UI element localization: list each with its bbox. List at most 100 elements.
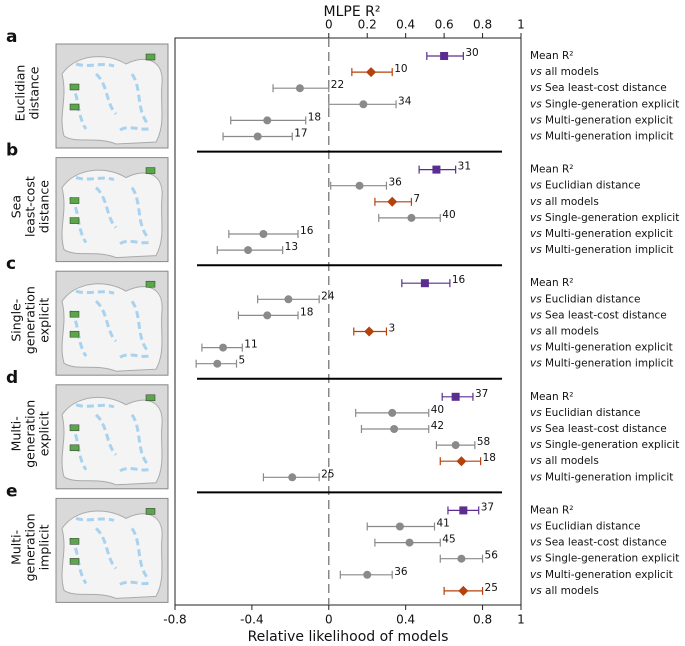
row-label-prefix: vs bbox=[530, 521, 542, 533]
map-river bbox=[75, 62, 115, 68]
x2-tick-label: 0.4 bbox=[396, 18, 415, 32]
map-river bbox=[119, 126, 153, 132]
map-river bbox=[130, 186, 150, 239]
map-land bbox=[61, 510, 163, 599]
row-label-prefix: vs bbox=[530, 131, 542, 143]
point-marker bbox=[213, 359, 222, 368]
count-label: 5 bbox=[239, 355, 246, 367]
point-marker bbox=[359, 100, 368, 109]
map-thumbnail bbox=[55, 270, 169, 376]
row-label-text: all models bbox=[545, 326, 599, 338]
x-tick-label: 0.8 bbox=[473, 613, 492, 627]
panel-name: distance bbox=[37, 180, 52, 233]
map-river bbox=[75, 403, 115, 409]
row-label-text: Sea least-cost distance bbox=[545, 537, 667, 549]
map-river bbox=[119, 353, 153, 359]
point-marker bbox=[390, 425, 399, 433]
count-label: 16 bbox=[300, 225, 314, 237]
panel-letter: d bbox=[6, 368, 18, 388]
row-label-prefix: vs bbox=[530, 358, 542, 370]
row-label-text: all models bbox=[545, 455, 599, 467]
x-tick-label: -0.4 bbox=[240, 613, 263, 627]
point-marker bbox=[405, 538, 414, 547]
row-label-text: Multi-generation explicit bbox=[545, 114, 673, 126]
x2-tick-label: 0.6 bbox=[435, 18, 454, 32]
count-label: 7 bbox=[413, 193, 420, 205]
count-label: 18 bbox=[308, 111, 321, 123]
count-label: 34 bbox=[398, 95, 412, 107]
map-river bbox=[130, 73, 150, 125]
row-label-prefix: vs bbox=[530, 293, 542, 305]
map-land bbox=[61, 283, 163, 372]
diamond-marker bbox=[364, 326, 375, 337]
point-marker bbox=[263, 116, 272, 125]
bottom-axis-title: Relative likelihood of models bbox=[248, 629, 449, 645]
row-label: vs Sea least-cost distance bbox=[530, 309, 667, 321]
row-label: vs Euclidian distance bbox=[530, 521, 640, 533]
row-label: vs all models bbox=[530, 196, 599, 208]
panel-name: explicit bbox=[37, 298, 52, 343]
row-label-text: Multi-generation implicit bbox=[545, 244, 673, 256]
count-label: 11 bbox=[244, 339, 257, 351]
row-label-text: all models bbox=[545, 66, 599, 78]
point-marker bbox=[284, 295, 293, 304]
row-label-prefix: vs bbox=[530, 553, 542, 565]
count-label: 37 bbox=[481, 501, 494, 513]
count-label: 18 bbox=[300, 306, 313, 318]
row-label-prefix: vs bbox=[530, 569, 542, 581]
map-thumbnail bbox=[55, 157, 169, 263]
map-river bbox=[119, 239, 153, 245]
count-label: 22 bbox=[331, 79, 344, 91]
point-marker bbox=[244, 246, 253, 255]
map-river bbox=[75, 289, 115, 295]
row-label: Mean R² bbox=[530, 277, 573, 289]
row-label-prefix: vs bbox=[530, 180, 542, 192]
row-label-prefix: vs bbox=[530, 82, 542, 94]
point-marker bbox=[451, 441, 460, 450]
count-label: 18 bbox=[483, 452, 496, 464]
diamond-marker bbox=[387, 196, 398, 207]
panel-name: generation bbox=[23, 400, 38, 468]
x-tick-label: -0.8 bbox=[163, 613, 186, 627]
count-label: 30 bbox=[465, 47, 478, 59]
row-label-text: Euclidian distance bbox=[545, 293, 640, 305]
count-label: 40 bbox=[431, 404, 444, 416]
row-label: vs Multi-generation explicit bbox=[530, 569, 673, 581]
panel-name: Multi- bbox=[9, 416, 24, 451]
panel-name: explicit bbox=[37, 411, 52, 456]
row-label-prefix: vs bbox=[530, 244, 542, 256]
row-label-prefix: vs bbox=[530, 423, 542, 435]
row-label: vs all models bbox=[530, 455, 599, 467]
row-label: vs Multi-generation explicit bbox=[530, 114, 673, 126]
count-label: 3 bbox=[388, 323, 395, 335]
row-label: vs Multi-generation implicit bbox=[530, 244, 673, 256]
point-marker bbox=[388, 408, 397, 417]
count-label: 42 bbox=[431, 420, 444, 432]
row-label: vs Single-generation explicit bbox=[530, 98, 679, 110]
row-label-prefix: vs bbox=[530, 471, 542, 483]
count-label: 37 bbox=[475, 388, 488, 400]
panel-name: least-cost bbox=[23, 176, 38, 237]
row-label: vs Single-generation explicit bbox=[530, 439, 679, 451]
top-axis-title: MLPE R² bbox=[324, 4, 381, 20]
count-label: 56 bbox=[485, 550, 499, 562]
row-label: vs all models bbox=[530, 326, 599, 338]
row-label-text: Multi-generation explicit bbox=[545, 569, 673, 581]
point-marker bbox=[259, 230, 268, 238]
map-river bbox=[94, 72, 118, 116]
mean-marker bbox=[440, 52, 449, 60]
row-label: vs all models bbox=[530, 66, 599, 78]
map-thumbnail bbox=[55, 384, 169, 490]
row-label: vs Multi-generation implicit bbox=[530, 358, 673, 370]
x2-tick-label: 0.2 bbox=[358, 18, 377, 32]
x2-tick-label: 1 bbox=[517, 18, 525, 32]
count-label: 25 bbox=[321, 468, 334, 480]
point-marker bbox=[253, 132, 262, 141]
row-label: vs Euclidian distance bbox=[530, 293, 640, 305]
panel-name: generation bbox=[23, 513, 38, 581]
x-tick-label: 0.4 bbox=[396, 613, 415, 627]
panel-letter: a bbox=[6, 27, 17, 47]
row-label-text: Multi-generation implicit bbox=[545, 131, 673, 143]
row-label-text: Multi-generation explicit bbox=[545, 228, 673, 240]
